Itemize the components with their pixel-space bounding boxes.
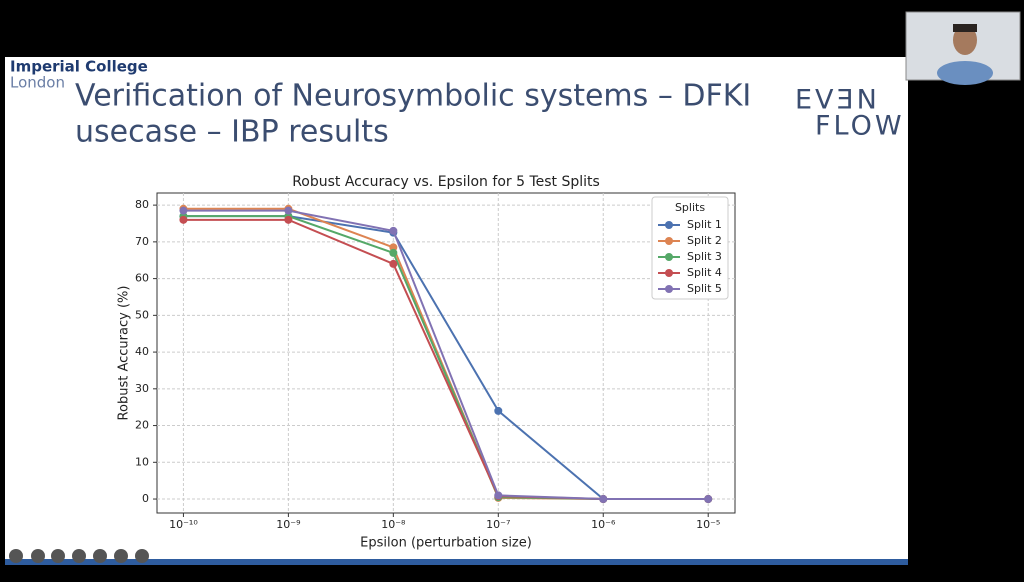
point xyxy=(494,406,503,415)
point xyxy=(599,495,608,504)
captions-button[interactable] xyxy=(72,549,86,563)
y-tick-label: 80 xyxy=(135,198,149,211)
y-tick-label: 10 xyxy=(135,455,149,468)
chart-title: Robust Accuracy vs. Epsilon for 5 Test S… xyxy=(292,174,600,190)
point xyxy=(284,206,293,215)
zoom-button[interactable] xyxy=(51,549,65,563)
y-tick-label: 50 xyxy=(135,308,149,321)
institution: Imperial College xyxy=(10,58,148,76)
x-axis-label: Epsilon (perturbation size) xyxy=(360,536,532,551)
legend-label: Split 4 xyxy=(687,266,722,279)
toolbar xyxy=(9,549,149,563)
x-tick-label: 10⁻⁹ xyxy=(276,518,300,531)
logo-text: EVƎN xyxy=(795,85,880,116)
legend-label: Split 1 xyxy=(687,218,722,231)
legend-title: Splits xyxy=(675,201,705,214)
legend-swatch xyxy=(665,269,673,277)
point xyxy=(179,206,188,215)
y-tick-label: 30 xyxy=(135,382,149,395)
pen-button[interactable] xyxy=(31,549,45,563)
point xyxy=(389,248,398,257)
series-line xyxy=(183,209,709,501)
legend-swatch xyxy=(665,221,673,229)
point xyxy=(389,243,398,252)
prev-button[interactable] xyxy=(9,549,23,563)
slide-title: usecase – IBP results xyxy=(75,115,389,150)
point xyxy=(389,259,398,268)
x-tick-label: 10⁻⁶ xyxy=(591,518,616,531)
y-tick-label: 0 xyxy=(142,492,149,505)
plot-area xyxy=(156,192,736,514)
x-tick-label: 10⁻⁸ xyxy=(381,518,406,531)
x-tick-label: 10⁻⁵ xyxy=(696,518,720,531)
y-tick-label: 70 xyxy=(135,235,149,248)
point xyxy=(704,495,713,504)
city: London xyxy=(10,74,65,92)
legend-swatch xyxy=(665,285,673,293)
next-button[interactable] xyxy=(135,549,149,563)
y-tick-label: 20 xyxy=(135,419,149,432)
legend-label: Split 3 xyxy=(687,250,722,263)
y-tick-label: 40 xyxy=(135,345,149,358)
y-tick-label: 60 xyxy=(135,272,149,285)
x-tick-label: 10⁻⁷ xyxy=(486,518,510,531)
point xyxy=(494,491,503,500)
webcam xyxy=(905,11,1021,85)
legend-swatch xyxy=(665,237,673,245)
slide-bar xyxy=(5,559,908,565)
legend-label: Split 2 xyxy=(687,234,722,247)
legend-label: Split 5 xyxy=(687,282,722,295)
more-button[interactable] xyxy=(114,549,128,563)
y-axis-label: Robust Accuracy (%) xyxy=(117,286,132,421)
point xyxy=(284,215,293,224)
slide-title: Verification of Neurosymbolic systems – … xyxy=(75,79,751,114)
logo-text: FLOW xyxy=(815,111,905,142)
x-tick-label: 10⁻¹⁰ xyxy=(169,518,198,531)
legend-swatch xyxy=(665,253,673,261)
point xyxy=(179,215,188,224)
point xyxy=(389,226,398,235)
video-button[interactable] xyxy=(93,549,107,563)
